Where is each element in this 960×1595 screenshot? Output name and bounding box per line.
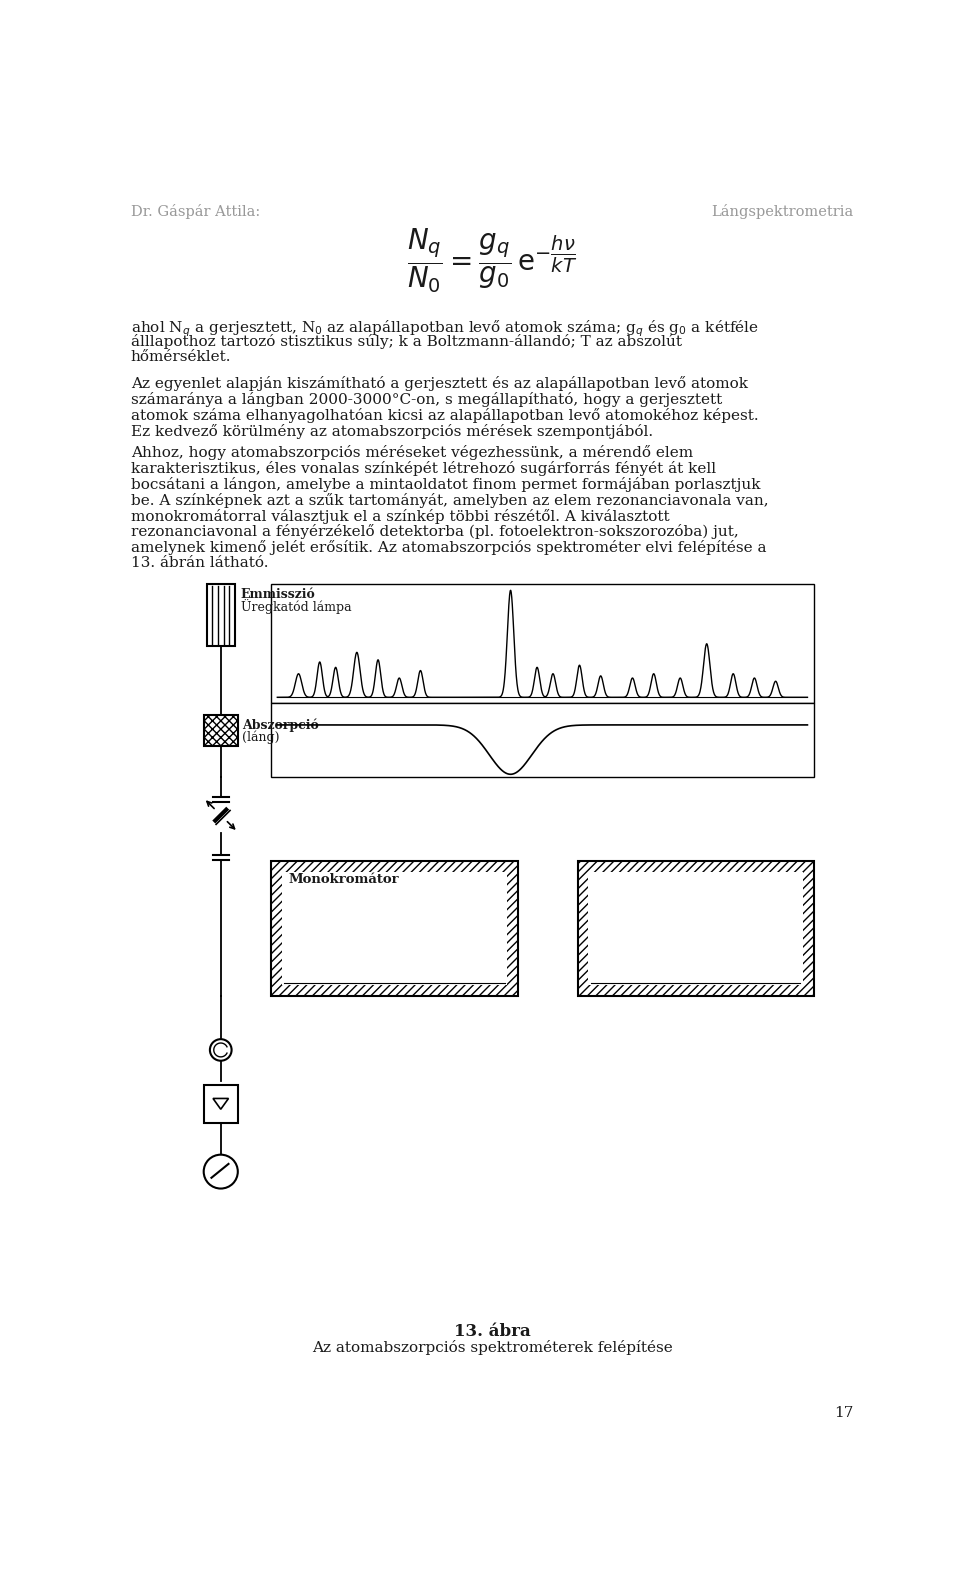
Text: amelynek kimenő jelét erősítik. Az atomabszorpciós spektrométer elvi felépítése : amelynek kimenő jelét erősítik. Az atoma… (131, 541, 766, 555)
Text: (láng): (láng) (243, 731, 280, 743)
Text: monokromátorral választjuk el a színkép többi részétől. A kiválasztott: monokromátorral választjuk el a színkép … (131, 509, 669, 523)
Text: Ahhoz, hogy atomabszorpciós méréseket végezhessünk, a mérendő elem: Ahhoz, hogy atomabszorpciós méréseket vé… (131, 445, 693, 461)
Text: Dr. Gáspár Attila:: Dr. Gáspár Attila: (131, 204, 260, 219)
Text: be. A színképnek azt a szűk tartományát, amelyben az elem rezonanciavonala van,: be. A színképnek azt a szűk tartományát,… (131, 493, 768, 507)
Text: 17: 17 (834, 1407, 853, 1421)
Bar (578, 861, 814, 995)
Text: Abszorpció: Abszorpció (243, 719, 319, 732)
Circle shape (210, 1040, 231, 1061)
Bar (282, 872, 507, 986)
Text: 13. ábrán látható.: 13. ábrán látható. (131, 557, 269, 569)
Text: Az egyenlet alapján kiszámítható a gerjesztett és az alapállapotban levő atomok: Az egyenlet alapján kiszámítható a gerje… (131, 376, 748, 391)
Bar (271, 861, 518, 995)
Text: Üregkatód lámpa: Üregkatód lámpa (241, 600, 351, 614)
Text: 13. ábra: 13. ábra (454, 1324, 530, 1340)
Text: Ez kedvező körülmény az atomabszorpciós mérések szempontjából.: Ez kedvező körülmény az atomabszorpciós … (131, 424, 653, 439)
Text: rezonanciavonal a fényérzékelő detektorba (pl. fotoelektron-sokszorozóba) jut,: rezonanciavonal a fényérzékelő detektorb… (131, 525, 738, 539)
Text: számaránya a lángban 2000-3000°C-on, s megállapítható, hogy a gerjesztett: számaránya a lángban 2000-3000°C-on, s m… (131, 392, 722, 407)
Bar (204, 715, 238, 746)
Text: Monokromátor: Monokromátor (288, 872, 398, 885)
Text: hőmérséklet.: hőmérséklet. (131, 349, 231, 364)
Text: ahol N$_q$ a gerjesztett, N$_0$ az alapállapotban levő atomok száma; g$_q$ és g$: ahol N$_q$ a gerjesztett, N$_0$ az alapá… (131, 319, 759, 340)
Circle shape (204, 1155, 238, 1188)
Text: atomok száma elhanyagolhatóan kicsi az alapállapotban levő atomokéhoz képest.: atomok száma elhanyagolhatóan kicsi az a… (131, 408, 758, 423)
Bar (271, 703, 814, 777)
Text: álllapothoz tartozó stisztikus súly; k a Boltzmann-állandó; T az abszolút: álllapothoz tartozó stisztikus súly; k a… (131, 335, 682, 349)
Bar (206, 584, 234, 646)
Polygon shape (213, 1099, 228, 1109)
Bar (204, 1085, 238, 1123)
Text: Emmisszió: Emmisszió (241, 589, 316, 601)
Text: karakterisztikus, éles vonalas színképét létrehozó sugárforrás fényét át kell: karakterisztikus, éles vonalas színképét… (131, 461, 716, 477)
Bar (588, 872, 803, 986)
Bar (271, 584, 814, 703)
Text: $\dfrac{N_q}{N_0} = \dfrac{g_q}{g_0}\,\mathrm{e}^{-\dfrac{h\nu}{kT}}$: $\dfrac{N_q}{N_0} = \dfrac{g_q}{g_0}\,\m… (407, 226, 577, 295)
Text: Lángspektrometria: Lángspektrometria (711, 204, 853, 219)
Text: bocsátani a lángon, amelybe a mintaoldatot finom permet formájában porlasztjuk: bocsátani a lángon, amelybe a mintaoldat… (131, 477, 760, 493)
Text: Az atomabszorpciós spektrométerek felépítése: Az atomabszorpciós spektrométerek felépí… (312, 1340, 672, 1356)
